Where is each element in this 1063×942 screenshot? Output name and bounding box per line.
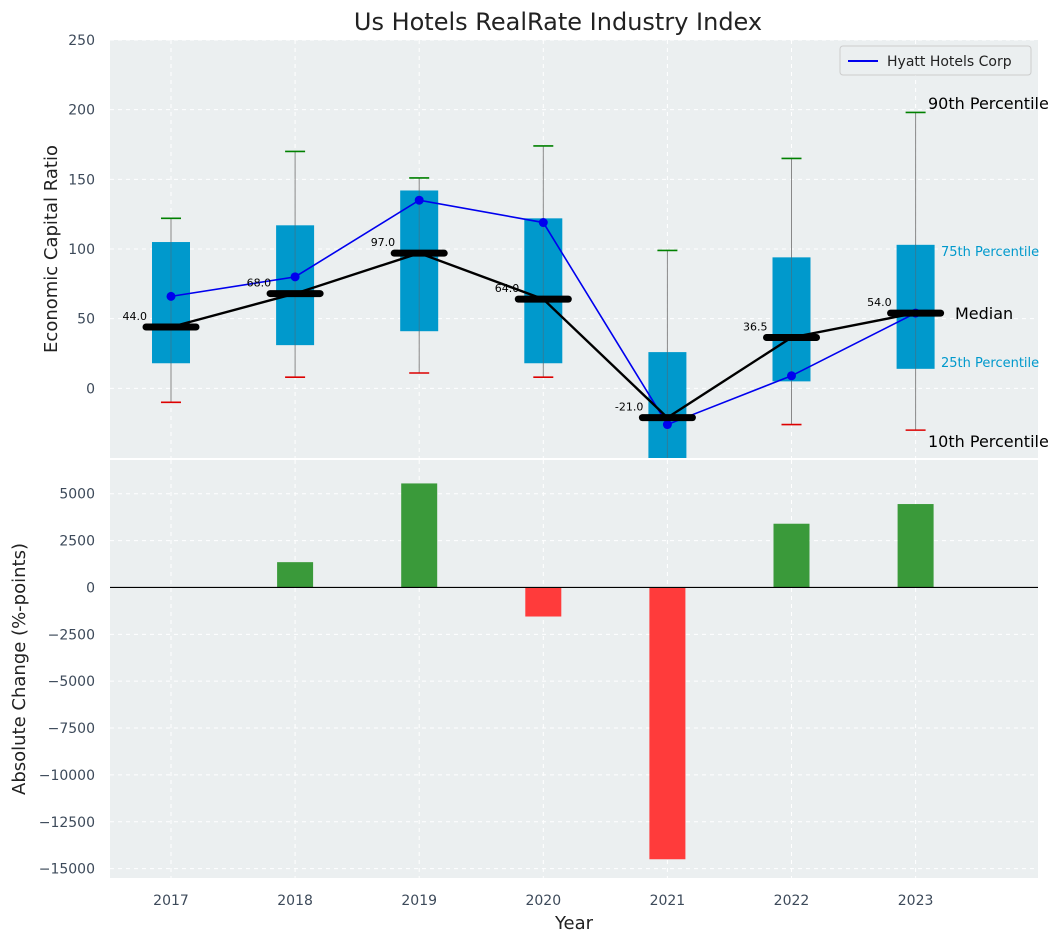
- bar-2020: [525, 587, 562, 617]
- top-y-tick-100: 100: [68, 242, 95, 258]
- p25-annotation: 25th Percentile: [941, 356, 1039, 371]
- company-series: [166, 195, 921, 430]
- x-tick-2021: 2021: [650, 893, 686, 909]
- bottom-y-tick--7500: −7500: [48, 721, 95, 737]
- median-label-2022: 36.5: [743, 320, 768, 333]
- company-point-2017: [166, 291, 176, 301]
- top-y-tick-200: 200: [68, 103, 95, 119]
- median-label-2021: -21.0: [615, 401, 643, 414]
- median-label-2017: 44.0: [123, 310, 148, 323]
- x-tick-2022: 2022: [774, 893, 810, 909]
- p10-annotation: 10th Percentile: [928, 432, 1049, 451]
- x-tick-labels: 2017 2018 2019 2020 2021 2022 2023: [153, 893, 933, 909]
- top-y-tick-0: 0: [86, 381, 95, 397]
- top-y-tick-250: 250: [68, 33, 95, 49]
- top-y-tick-labels: 0 50 100 150 200 250: [68, 33, 95, 397]
- bottom-y-tick--12500: −12500: [39, 815, 95, 831]
- legend: Hyatt Hotels Corp: [839, 45, 1032, 76]
- median-label-2018: 68.0: [247, 277, 272, 290]
- bottom-y-tick--2500: −2500: [48, 627, 95, 643]
- x-tick-2020: 2020: [525, 893, 561, 909]
- bottom-y-axis-label: Absolute Change (%-points): [9, 543, 30, 795]
- p90-annotation: 90th Percentile: [928, 94, 1049, 113]
- bottom-y-tick--15000: −15000: [39, 862, 95, 878]
- chart-title: Us Hotels RealRate Industry Index: [354, 8, 762, 36]
- top-y-axis-label: Economic Capital Ratio: [41, 145, 62, 353]
- top-y-tick-150: 150: [68, 172, 95, 188]
- bar-2018: [277, 562, 314, 588]
- company-point-2019: [414, 195, 424, 205]
- x-tick-2017: 2017: [153, 893, 189, 909]
- bar-2021: [649, 587, 686, 860]
- median-label-2020: 64.0: [495, 282, 520, 295]
- legend-label: Hyatt Hotels Corp: [887, 54, 1012, 70]
- bottom-y-tick--5000: −5000: [48, 674, 95, 690]
- x-axis-label: Year: [554, 913, 594, 934]
- median-annotation: Median: [955, 304, 1013, 323]
- company-point-2022: [787, 371, 796, 381]
- company-point-2018: [290, 272, 300, 282]
- company-point-2021: [662, 420, 672, 430]
- x-tick-2019: 2019: [401, 893, 437, 909]
- bottom-y-tick-0: 0: [86, 580, 95, 596]
- median-label-2019: 97.0: [371, 236, 396, 249]
- bottom-y-tick--10000: −10000: [39, 768, 95, 784]
- bar-2019: [401, 483, 438, 588]
- x-tick-2018: 2018: [277, 893, 313, 909]
- top-y-tick-50: 50: [77, 312, 95, 328]
- bottom-plot-background: [110, 460, 1038, 878]
- median-series: 44.0 68.0 97.0 64.0 -21.0 36.5 54.0: [123, 236, 945, 422]
- median-label-2023: 54.0: [867, 296, 892, 309]
- p75-annotation: 75th Percentile: [941, 245, 1039, 260]
- legend-box: [839, 45, 1032, 76]
- bottom-y-tick-5000: 5000: [59, 487, 95, 503]
- bar-2022: [773, 523, 810, 588]
- company-point-2020: [538, 218, 548, 228]
- bar-series: [110, 483, 1038, 860]
- bottom-y-tick-2500: 2500: [59, 534, 95, 550]
- bar-2023: [897, 504, 934, 588]
- x-tick-2023: 2023: [898, 893, 934, 909]
- bottom-y-tick-labels: 5000 2500 0 −2500 −5000 −7500 −10000 −12500 −150…: [39, 487, 95, 878]
